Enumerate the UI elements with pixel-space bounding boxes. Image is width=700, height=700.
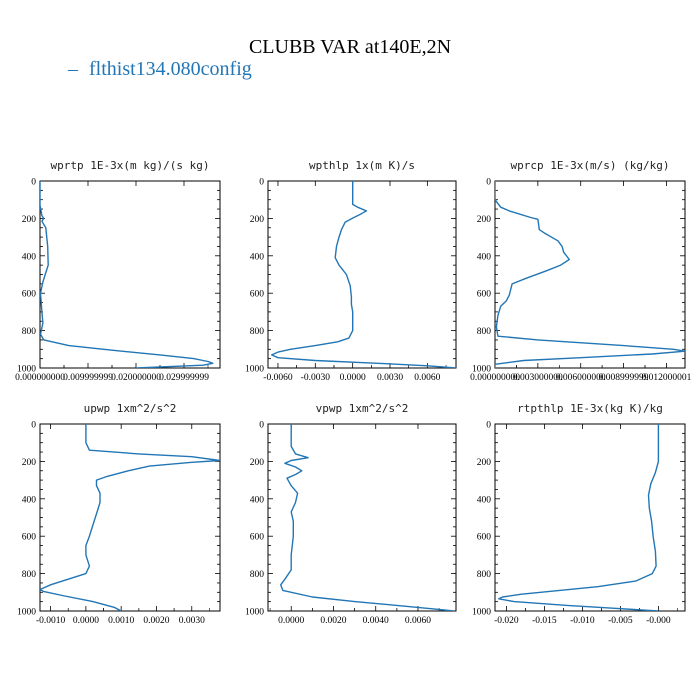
series-line-1	[280, 424, 454, 611]
x-tick-label: 0.000000000	[470, 373, 520, 383]
series-line-1	[40, 424, 220, 611]
chart-panel-1: wprtp 1E-3x(m kg)/(s kg) 0 200 400 600 800 100…	[15, 159, 221, 383]
y-tick-label: 0	[486, 421, 491, 431]
y-tick-label: 400	[477, 495, 492, 505]
x-tick-label: 0.0030	[377, 373, 403, 383]
x-tick-label: 0.009999999	[63, 373, 113, 383]
series-line-1	[271, 181, 456, 368]
x-tick-label: 0.0000	[278, 616, 304, 626]
x-tick-label: 0.020000000	[111, 373, 161, 383]
y-tick-label: 800	[250, 570, 265, 580]
legend-label: flthist134.080config	[89, 58, 252, 80]
x-tick-label: -0.015	[532, 616, 557, 626]
y-tick-label: 600	[477, 533, 492, 543]
y-tick-label: 200	[250, 215, 265, 225]
y-tick-label: 600	[22, 290, 37, 300]
panel-title: wpthlp 1x(m K)/s	[309, 159, 415, 172]
figure-title: CLUBB VAR at140E,2N	[248, 36, 452, 58]
chart-panel-5: vpwp 1xm^2/s^2 0 200 400 600 800 1000 0.0000 0.0…	[245, 402, 457, 626]
y-tick-label: 1000	[472, 608, 491, 618]
x-tick-label: 0.000000000	[15, 373, 65, 383]
y-tick-label: 0	[31, 178, 36, 188]
x-tick-label: 0.003000000	[513, 373, 563, 383]
x-tick-label: 0.0000	[73, 616, 99, 626]
chart-panel-4: upwp 1xm^2/s^2 0 200 400 600 800 1000-0.0010 0.…	[17, 402, 221, 626]
y-tick-label: 0	[31, 421, 36, 431]
x-tick-label: -0.0010	[36, 616, 66, 626]
x-tick-label: 0.0060	[414, 373, 440, 383]
y-tick-label: 200	[477, 215, 492, 225]
x-tick-label: 0.012000001	[641, 373, 691, 383]
panel-title: wprtp 1E-3x(m kg)/(s kg)	[51, 159, 210, 172]
y-tick-label: 600	[250, 290, 265, 300]
x-tick-label: 0.0040	[363, 616, 389, 626]
x-tick-label: -0.010	[570, 616, 595, 626]
y-tick-label: 200	[22, 458, 37, 468]
y-tick-label: 200	[477, 458, 492, 468]
x-tick-label: -0.0030	[301, 373, 331, 383]
y-tick-label: 800	[22, 327, 37, 337]
y-tick-label: 200	[22, 215, 37, 225]
x-tick-label: 0.0060	[405, 616, 431, 626]
y-tick-label: 600	[250, 533, 265, 543]
y-tick-label: 400	[477, 252, 492, 262]
series-line-1	[40, 181, 214, 368]
x-tick-label: 0.006000000	[556, 373, 606, 383]
y-tick-label: 400	[22, 252, 37, 262]
series-line-1	[495, 181, 685, 368]
y-tick-label: 800	[477, 570, 492, 580]
y-tick-label: 400	[22, 495, 37, 505]
x-tick-label: -0.020	[494, 616, 519, 626]
y-tick-label: 400	[250, 495, 265, 505]
panel-title: upwp 1xm^2/s^2	[84, 402, 177, 415]
legend-line: –	[68, 58, 78, 80]
y-tick-label: 600	[477, 290, 492, 300]
y-tick-label: 1000	[472, 365, 491, 375]
x-tick-label: -0.0060	[263, 373, 293, 383]
x-tick-label: 0.0020	[320, 616, 346, 626]
y-tick-label: 400	[250, 252, 265, 262]
plot-frame	[39, 180, 221, 369]
chart-panel-6: rtpthlp 1E-3x(kg K)/kg02004006008001000-…	[472, 402, 686, 626]
y-tick-label: 200	[250, 458, 265, 468]
y-tick-label: 800	[250, 327, 265, 337]
x-tick-label: 0.0010	[108, 616, 134, 626]
y-tick-label: 0	[259, 421, 264, 431]
y-tick-label: 1000	[17, 365, 36, 375]
chart-panel-3: wprcp 1E-3x(m/s) (kg/kg) 0 200 400 600 800 100…	[470, 159, 692, 383]
plot-frame	[494, 423, 686, 612]
y-tick-label: 800	[22, 570, 37, 580]
panel-title: vpwp 1xm^2/s^2	[316, 402, 409, 415]
x-tick-label: 0.029999999	[159, 373, 209, 383]
panel-title: wprcp 1E-3x(m/s) (kg/kg)	[511, 159, 670, 172]
x-tick-label: 0.0000	[340, 373, 366, 383]
y-tick-label: 1000	[245, 608, 264, 618]
x-tick-label: -0.000	[646, 616, 671, 626]
y-tick-label: 0	[486, 178, 491, 188]
x-tick-label: -0.005	[608, 616, 633, 626]
x-tick-label: 0.0030	[179, 616, 205, 626]
y-tick-label: 600	[22, 533, 37, 543]
series-line-1	[498, 424, 660, 611]
plot-frame	[267, 423, 457, 612]
panel-title: rtpthlp 1E-3x(kg K)/kg	[517, 402, 663, 415]
plot-frame	[39, 423, 221, 612]
chart-panel-2: wpthlp 1x(m K)/s 0 200 400 600 800 1000-0.0060…	[245, 159, 457, 383]
y-tick-label: 1000	[17, 608, 36, 618]
legend: – flthist134.080config	[68, 58, 252, 81]
x-tick-label: 0.0020	[143, 616, 169, 626]
plot-frame	[494, 180, 686, 369]
y-tick-label: 1000	[245, 365, 264, 375]
x-tick-label: 0.008999999	[599, 373, 649, 383]
y-tick-label: 800	[477, 327, 492, 337]
y-tick-label: 0	[259, 178, 264, 188]
